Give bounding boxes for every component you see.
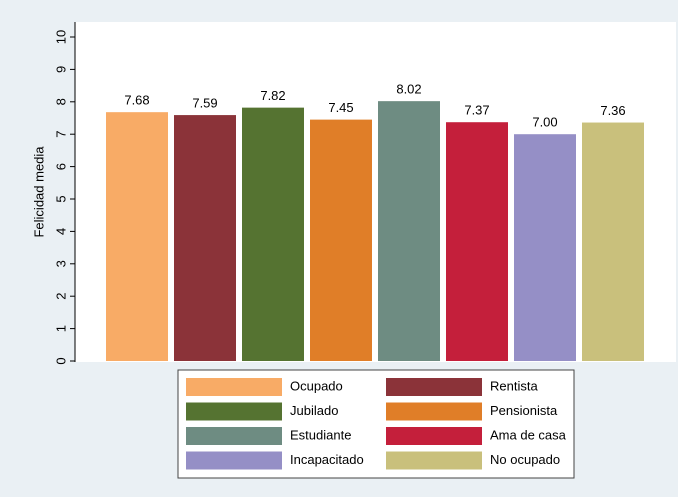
y-tick-label: 5 [53,195,68,202]
value-label: 7.37 [464,103,489,118]
legend-swatch [186,451,282,470]
legend-label: Estudiante [290,427,351,442]
y-tick-label: 4 [53,228,68,235]
legend-swatch [386,427,482,445]
legend-label: Ocupado [290,378,343,393]
y-tick-label: 3 [53,260,68,267]
bar [582,122,644,361]
legend-swatch [186,402,282,421]
legend-label: No ocupado [490,452,560,467]
legend-label: Incapacitado [290,452,364,467]
legend-label: Pensionista [490,403,558,418]
value-label: 7.45 [328,100,353,115]
value-label: 7.59 [192,96,217,111]
y-tick-label: 2 [53,293,68,300]
legend-label: Rentista [490,378,538,393]
bar [514,134,576,361]
y-axis-title: Felicidad media [31,146,46,238]
bar [310,119,372,362]
y-tick-label: 6 [53,163,68,170]
y-tick-label: 1 [53,325,68,332]
y-tick-label: 0 [53,357,68,364]
legend-swatch [186,427,282,445]
legend-label: Ama de casa [490,427,567,442]
value-label: 7.36 [600,103,625,118]
bar [106,112,168,361]
y-tick-label: 10 [53,30,68,44]
value-label: 7.00 [532,115,557,130]
legend-swatch [386,378,482,396]
bar [242,107,304,361]
legend-swatch [386,402,482,421]
bar [378,101,440,361]
value-label: 8.02 [396,82,421,97]
y-tick-label: 7 [53,131,68,138]
value-label: 7.82 [260,88,285,103]
y-tick-label: 8 [53,98,68,105]
legend-label: Jubilado [290,403,338,418]
value-label: 7.68 [124,93,149,108]
y-tick-label: 9 [53,66,68,73]
legend-swatch [186,378,282,396]
bar [446,122,508,361]
legend-swatch [386,451,482,470]
bar [174,115,236,361]
